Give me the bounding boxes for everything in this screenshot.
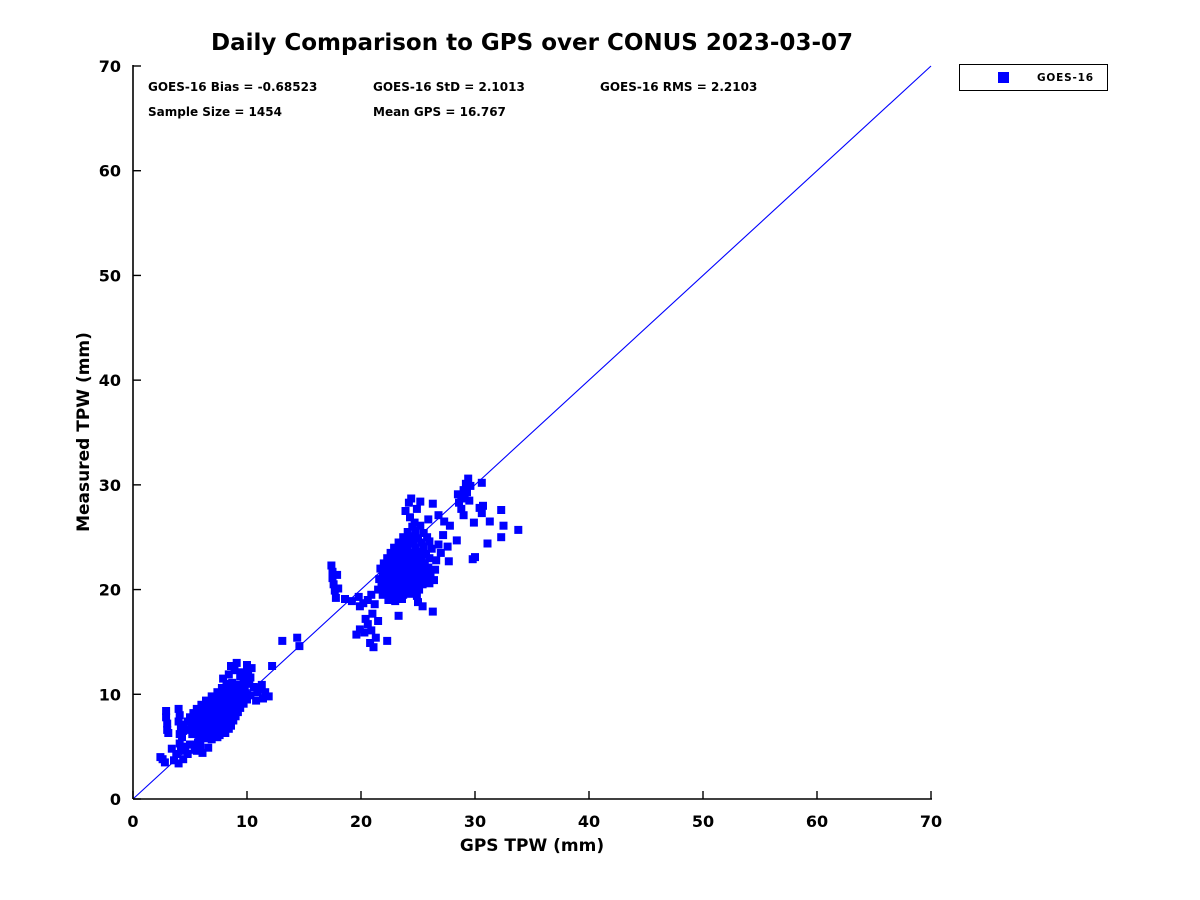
axes <box>132 65 932 800</box>
svg-text:20: 20 <box>350 812 372 831</box>
svg-text:10: 10 <box>99 685 121 704</box>
chart-title: Daily Comparison to GPS over CONUS 2023-… <box>210 30 853 56</box>
svg-text:30: 30 <box>99 476 121 495</box>
svg-text:40: 40 <box>99 371 121 390</box>
stat-rms: GOES-16 RMS = 2.2103 <box>600 80 758 94</box>
svg-text:10: 10 <box>236 812 258 831</box>
stat-std: GOES-16 StD = 2.1013 <box>373 80 525 94</box>
svg-text:30: 30 <box>464 812 486 831</box>
svg-text:70: 70 <box>920 812 942 831</box>
x-axis-label: GPS TPW (mm) <box>459 836 605 856</box>
stat-mean-gps: Mean GPS = 16.767 <box>373 105 506 119</box>
svg-text:70: 70 <box>99 57 121 76</box>
y-axis-label: Measured TPW (mm) <box>74 332 94 532</box>
legend: GOES-16 <box>959 64 1108 91</box>
svg-text:60: 60 <box>99 162 121 181</box>
square-marker-icon <box>998 72 1009 83</box>
svg-text:50: 50 <box>99 266 121 285</box>
svg-text:0: 0 <box>127 812 138 831</box>
svg-text:0: 0 <box>110 790 121 809</box>
svg-text:50: 50 <box>692 812 714 831</box>
y-axis-ticks: 0 10 20 30 40 50 60 70 <box>99 57 141 809</box>
svg-text:60: 60 <box>806 812 828 831</box>
legend-label: GOES-16 <box>1037 71 1094 84</box>
scatter-series-goes-16 <box>156 474 523 768</box>
x-axis-ticks: 0 10 20 30 40 50 60 70 <box>127 791 942 831</box>
svg-text:20: 20 <box>99 581 121 600</box>
identity-line <box>132 65 932 800</box>
stat-bias: GOES-16 Bias = -0.68523 <box>148 80 318 94</box>
stat-sample-size: Sample Size = 1454 <box>148 105 282 119</box>
svg-text:40: 40 <box>578 812 600 831</box>
